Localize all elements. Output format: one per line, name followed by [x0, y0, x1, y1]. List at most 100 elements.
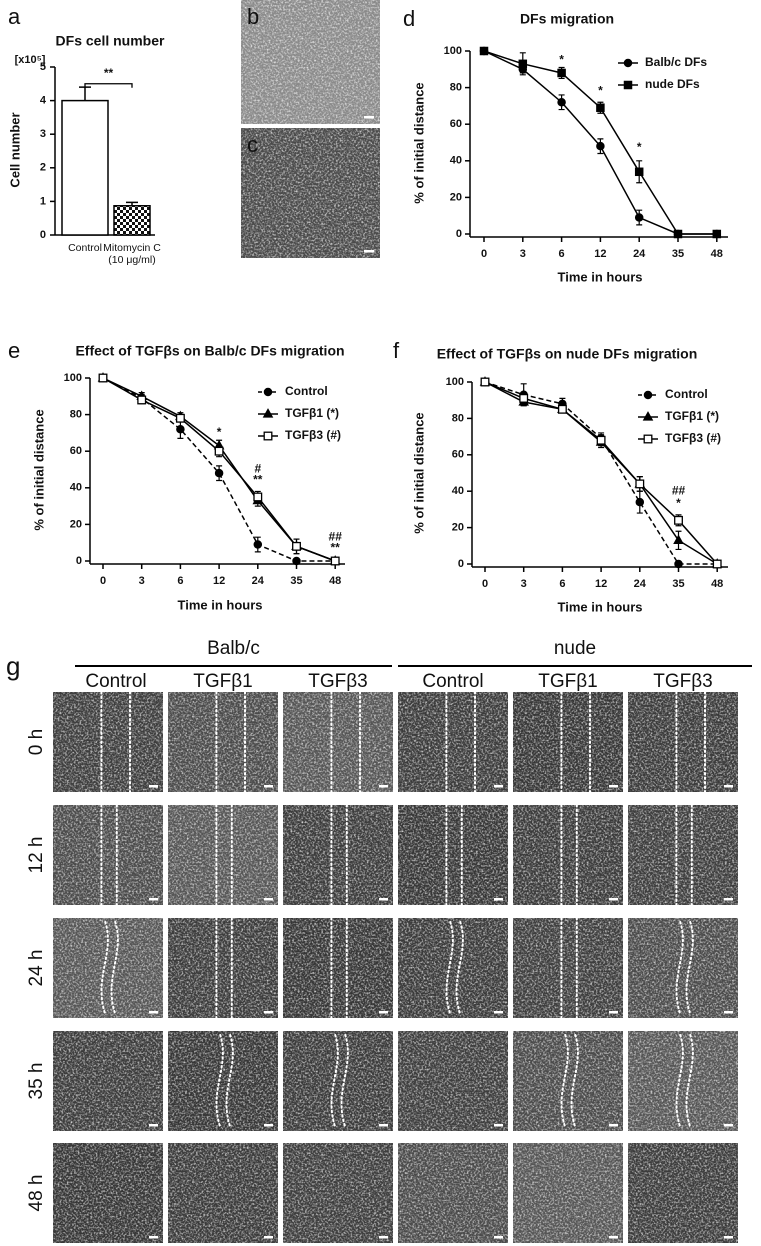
wound-edge — [100, 921, 109, 1015]
x-tick-label: 6 — [177, 575, 183, 587]
x-tick-label: 12 — [595, 578, 607, 590]
point — [596, 141, 605, 151]
scratch-image — [168, 691, 278, 793]
x-axis-label: Time in hours — [558, 599, 643, 614]
scale-bar — [609, 898, 618, 901]
scale-bar — [724, 1124, 733, 1127]
y-tick-label: 0 — [40, 229, 46, 241]
y-tick-label: 40 — [452, 485, 464, 497]
legend-label: Balb/c DFs — [645, 55, 707, 69]
bar — [61, 99, 109, 236]
x-tick-label: 3 — [139, 575, 145, 587]
legend-marker — [623, 80, 633, 90]
micrograph — [241, 0, 380, 124]
y-tick-label: 20 — [452, 522, 464, 534]
row-label: 35 h — [26, 1063, 47, 1100]
x-tick-label: 24 — [633, 248, 646, 260]
scale-bar — [264, 785, 273, 788]
scratch-image-photo-texture — [168, 692, 278, 792]
scratch-image-photo-texture — [283, 1143, 393, 1243]
x-tick-label: 35 — [290, 575, 302, 587]
point — [214, 446, 224, 456]
panel-label: e — [8, 338, 20, 363]
annotation: * — [676, 496, 681, 510]
wound-edge — [445, 921, 454, 1015]
scratch-image-photo-texture — [283, 805, 393, 905]
legend-label: TGFβ3 (#) — [285, 428, 341, 442]
row-label: 0 h — [26, 729, 47, 755]
scale-bar — [379, 785, 388, 788]
scratch-image — [628, 691, 738, 793]
scratch-image-photo-texture — [398, 805, 508, 905]
legend-marker — [623, 58, 633, 68]
annotation: ** — [253, 473, 263, 487]
scratch-image — [53, 691, 163, 793]
y-tick-label: 80 — [452, 412, 464, 424]
point — [480, 377, 490, 387]
row-label: 12 h — [26, 837, 47, 874]
x-tick-label: Mitomycin C (10 μg/ml) — [103, 242, 161, 266]
point — [557, 404, 567, 414]
scale-bar — [149, 898, 158, 901]
scratch-image-photo-texture — [53, 1031, 163, 1131]
point — [596, 435, 606, 445]
scratch-image-photo-texture — [398, 1143, 508, 1243]
scratch-image-photo-texture — [53, 1143, 163, 1243]
micrograph — [241, 128, 380, 258]
scratch-image-photo-texture — [513, 1143, 623, 1243]
scale-bar — [264, 1011, 273, 1014]
scale-bar — [609, 1011, 618, 1014]
scale-bar — [609, 1236, 618, 1239]
point — [557, 68, 566, 78]
scale-bar — [149, 785, 158, 788]
scratch-image-photo-texture — [398, 1031, 508, 1131]
y-tick-label: 100 — [446, 376, 464, 388]
annotation: * — [217, 425, 222, 439]
point — [518, 59, 528, 69]
scratch-image — [513, 804, 623, 906]
x-tick-label: 3 — [521, 578, 527, 590]
scale-bar — [724, 1236, 733, 1239]
legend-label: Control — [285, 384, 328, 398]
annotation: * — [559, 52, 564, 66]
scratch-image — [283, 917, 393, 1019]
legend-marker — [263, 431, 273, 441]
row-label: 24 h — [26, 950, 47, 987]
scratch-image — [283, 691, 393, 793]
x-tick-label: 24 — [634, 578, 647, 590]
scale-bar — [724, 1011, 733, 1014]
y-tick-label: 100 — [444, 45, 462, 57]
wound-edge — [110, 921, 119, 1015]
scratch-image — [283, 804, 393, 906]
point — [519, 393, 529, 403]
error-bar — [126, 201, 138, 206]
legend-marker — [642, 411, 654, 421]
micrograph-image-texture — [241, 128, 380, 258]
row-label: 48 h — [26, 1175, 47, 1212]
scratch-image — [53, 918, 163, 1018]
scratch-image — [513, 1031, 623, 1131]
scratch-image-photo-texture — [628, 805, 738, 905]
scale-bar — [494, 1236, 503, 1239]
scale-bar — [494, 1124, 503, 1127]
y-tick-label: 20 — [450, 191, 462, 203]
chart-title: Effect of TGFβs on Balb/c DFs migration — [75, 343, 344, 359]
point — [137, 395, 147, 405]
point — [253, 540, 263, 549]
y-tick-label: 5 — [40, 61, 46, 73]
wound-edge — [560, 1034, 569, 1128]
error-bar — [79, 86, 91, 101]
y-tick-label: 100 — [64, 372, 82, 384]
point — [292, 541, 301, 551]
annotation: ## — [329, 529, 343, 543]
scratch-image-photo-texture — [513, 692, 623, 792]
point — [253, 492, 263, 502]
column-label: Control — [422, 671, 483, 692]
scratch-image-photo-texture — [283, 918, 393, 1018]
x-tick-label: 48 — [711, 578, 723, 590]
x-tick-label: 12 — [594, 248, 606, 260]
scratch-image — [168, 917, 278, 1019]
scale-bar — [609, 785, 618, 788]
scale-bar — [149, 1011, 158, 1014]
x-axis-label: Time in hours — [558, 269, 643, 284]
